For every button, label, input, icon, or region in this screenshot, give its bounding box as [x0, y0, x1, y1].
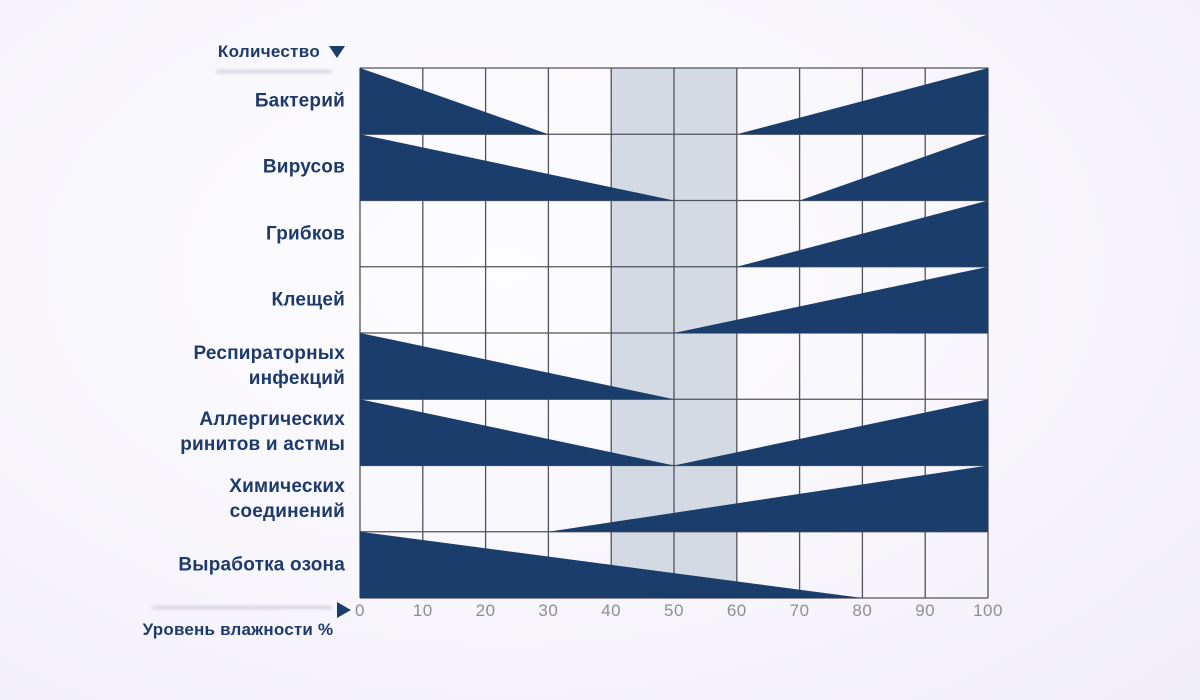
- erased-text-smudge-top: [216, 70, 332, 73]
- triangle-increasing: [799, 134, 988, 201]
- x-tick: 90: [915, 601, 936, 620]
- x-tick: 60: [726, 601, 747, 620]
- x-tick: 0: [355, 601, 365, 620]
- triangle-increasing: [736, 68, 988, 135]
- triangle-increasing: [736, 200, 988, 267]
- triangle-increasing: [548, 465, 988, 532]
- arrow-down-icon: [329, 46, 345, 58]
- triangle-decreasing: [360, 399, 674, 466]
- triangle-increasing: [674, 399, 988, 466]
- row-label: Грибков: [265, 223, 345, 245]
- triangle-decreasing: [360, 531, 863, 598]
- row-label: Клещей: [271, 289, 345, 311]
- row-label: Респираторных инфекций: [193, 343, 345, 390]
- row-label: Бактерий: [254, 90, 345, 112]
- x-tick: 70: [789, 601, 810, 620]
- x-axis-label: Уровень влажности %: [142, 620, 334, 639]
- triangle-decreasing: [360, 333, 674, 400]
- x-tick: 100: [973, 601, 1003, 620]
- row-label: Выработка озона: [178, 554, 345, 576]
- triangle-decreasing: [360, 68, 549, 135]
- x-tick: 10: [412, 601, 433, 620]
- triangle-decreasing: [360, 134, 674, 201]
- row-label: Химических соединений: [229, 475, 345, 522]
- erased-text-smudge-bottom: [152, 606, 332, 609]
- x-tick: 30: [538, 601, 559, 620]
- row-label: Вирусов: [262, 156, 345, 178]
- x-tick: 80: [852, 601, 873, 620]
- row-label: Аллергических ринитов и астмы: [180, 409, 345, 456]
- triangle-increasing: [674, 266, 988, 333]
- x-tick: 20: [475, 601, 496, 620]
- quantity-axis-label-text: Количество: [217, 42, 320, 61]
- x-tick: 50: [664, 601, 684, 620]
- quantity-axis-label: Количество: [120, 42, 345, 62]
- arrow-right-icon: [337, 602, 351, 618]
- x-tick: 40: [601, 601, 622, 620]
